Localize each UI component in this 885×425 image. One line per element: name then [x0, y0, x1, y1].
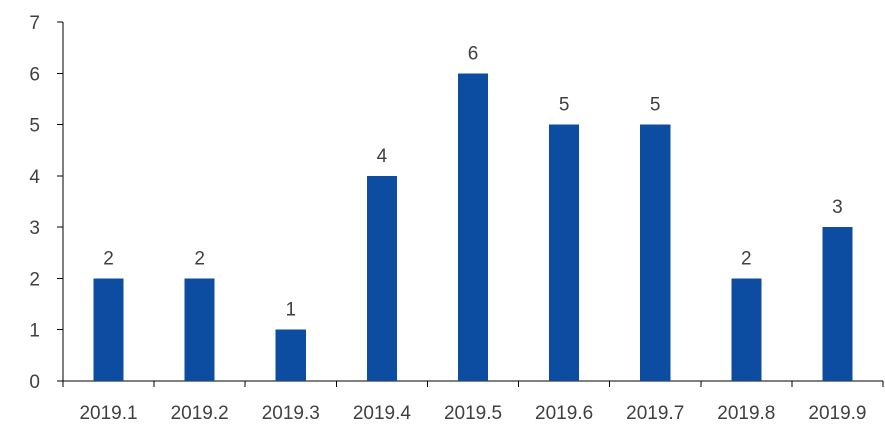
- data-label: 3: [832, 197, 843, 218]
- bar: [366, 175, 397, 381]
- x-tick-label: 2019.6: [535, 403, 593, 424]
- bar: [184, 278, 215, 381]
- x-axis: 2019.1 2019.2 2019.3 2019.4 2019.5 2019.6 2019…: [62, 380, 884, 424]
- data-label: 4: [377, 146, 388, 167]
- bar: [275, 329, 306, 381]
- data-label: 2: [103, 248, 114, 269]
- data-label: 6: [468, 43, 479, 64]
- bar: [549, 124, 580, 382]
- y-tick-label: 4: [29, 167, 40, 188]
- bars: [93, 73, 853, 382]
- bar: [822, 227, 853, 381]
- bar: [93, 278, 124, 381]
- data-label: 1: [285, 300, 296, 321]
- x-tick-label: 2019.5: [444, 403, 502, 424]
- y-tick-label: 7: [29, 13, 40, 34]
- x-tick-label: 2019.9: [808, 403, 866, 424]
- data-label: 5: [650, 95, 661, 116]
- x-tick-label: 2019.1: [79, 403, 137, 424]
- x-tick-label: 2019.4: [353, 403, 412, 424]
- y-axis: 0 1 2 3 4 5 6 7: [29, 13, 64, 393]
- x-tick-label: 2019.3: [262, 403, 320, 424]
- y-tick-label: 2: [29, 269, 40, 290]
- data-labels: 2 2 1 4 6 5 5 2 3: [103, 43, 842, 320]
- x-tick-label: 2019.7: [626, 403, 684, 424]
- y-tick-label: 5: [29, 116, 40, 137]
- data-label: 2: [741, 248, 752, 269]
- data-label: 5: [559, 95, 570, 116]
- bar: [457, 73, 489, 382]
- x-tick-label: 2019.2: [171, 403, 229, 424]
- y-tick-label: 6: [29, 64, 40, 85]
- y-tick-label: 3: [29, 218, 40, 239]
- x-tick-label: 2019.8: [717, 403, 775, 424]
- data-label: 2: [194, 248, 205, 269]
- y-tick-label: 0: [29, 372, 40, 393]
- bar: [731, 278, 762, 381]
- y-tick-label: 1: [29, 321, 40, 342]
- bar: [640, 124, 671, 382]
